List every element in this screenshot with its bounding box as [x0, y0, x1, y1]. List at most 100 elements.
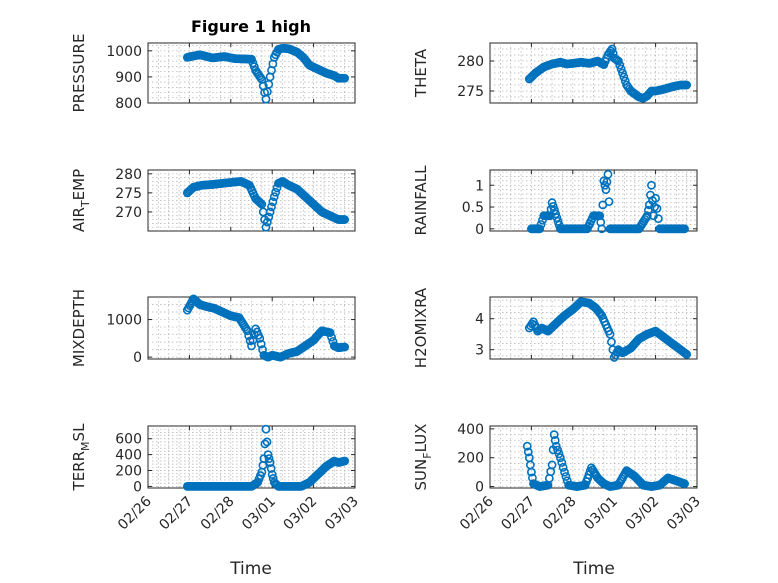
- subplot-mixdepth: 0 1000 MIXDEPTH: [70, 289, 356, 367]
- x-tick-label: 03/01: [581, 494, 621, 534]
- y-axis-label: TERRMSL: [70, 423, 92, 492]
- data-point: [550, 205, 559, 215]
- data-point: [264, 212, 274, 222]
- x-tick-label: 02/27: [498, 494, 538, 534]
- y-tick-label: 600: [115, 432, 142, 448]
- subplot-pressure: 800 900 1000 PRESSURE: [70, 34, 356, 113]
- data-point: [340, 215, 350, 224]
- data-point: [615, 60, 625, 70]
- data-point: [268, 197, 278, 207]
- subplot-sun_flux: 0 200 400 02/26 02/27 02/28 03/01 03/02 03/03 SUN…: [412, 422, 704, 533]
- y-axis-label: MIXDEPTH: [70, 289, 88, 367]
- y-tick-label: 0: [475, 222, 484, 238]
- data-point: [265, 458, 275, 467]
- subplot-air_temp: 270 275 280 AIRTEMP: [70, 167, 356, 232]
- data-point: [553, 216, 563, 226]
- data-point: [647, 180, 656, 190]
- y-tick-label: 0: [133, 479, 142, 495]
- data-point: [527, 467, 536, 477]
- x-axis-label-right: Time: [572, 559, 615, 579]
- x-tick-label: 03/02: [281, 494, 321, 534]
- data-point: [547, 198, 557, 208]
- y-tick-label: 3: [475, 343, 484, 359]
- data-point: [255, 333, 265, 343]
- data-point: [618, 68, 627, 78]
- data-point: [269, 192, 279, 202]
- data-point: [267, 470, 277, 479]
- data-point: [256, 198, 266, 208]
- data-point: [256, 339, 266, 349]
- y-axis-label: PRESSURE: [70, 34, 88, 113]
- data-point: [682, 349, 692, 359]
- y-tick-label: 280: [115, 167, 142, 183]
- data-point: [551, 441, 561, 451]
- x-tick-label: 03/03: [664, 494, 704, 534]
- y-tick-label: 275: [115, 186, 142, 202]
- y-tick-label: 0.5: [462, 200, 484, 216]
- x-tick-label: 03/01: [239, 494, 279, 534]
- y-axis-label: SUNFLUX: [412, 424, 434, 491]
- data-point: [561, 472, 571, 481]
- data-point: [325, 328, 335, 338]
- data-point: [340, 342, 350, 352]
- y-tick-label: 0: [475, 480, 484, 496]
- x-tick-label: 03/02: [623, 494, 663, 534]
- y-tick-label: 280: [457, 54, 484, 70]
- data-point: [557, 458, 567, 467]
- data-point: [613, 56, 623, 66]
- x-tick-label: 02/28: [540, 494, 580, 534]
- x-tick-label: 03/03: [322, 494, 362, 534]
- data-point: [260, 439, 270, 449]
- y-tick-label: 1000: [106, 313, 142, 329]
- data-point: [550, 436, 560, 445]
- y-axis-label: RAINFALL: [412, 165, 430, 236]
- data-point: [536, 220, 546, 229]
- data-point: [607, 44, 617, 54]
- data-point: [560, 467, 569, 477]
- data-point: [554, 449, 564, 459]
- y-tick-label: 275: [457, 84, 484, 100]
- data-point: [265, 207, 275, 217]
- data-point: [616, 64, 626, 74]
- y-tick-label: 800: [115, 96, 142, 112]
- data-point: [254, 197, 264, 207]
- data-point: [261, 424, 271, 434]
- y-axis-label: H2OMIXRA: [412, 287, 430, 368]
- x-tick-label: 02/26: [115, 493, 155, 533]
- y-tick-label: 1: [475, 178, 484, 194]
- data-point: [547, 460, 557, 470]
- data-point: [535, 224, 545, 234]
- data-point: [522, 441, 532, 451]
- data-point: [680, 479, 689, 489]
- data-point: [262, 437, 272, 447]
- x-tick-label: 02/26: [457, 493, 497, 533]
- y-tick-label: 200: [457, 451, 484, 467]
- y-tick-label: 200: [115, 464, 142, 480]
- y-tick-label: 900: [115, 70, 142, 86]
- data-point: [267, 202, 276, 212]
- data-point: [262, 217, 272, 227]
- data-point: [523, 447, 533, 457]
- data-point: [266, 464, 276, 473]
- data-point: [271, 187, 281, 197]
- data-point: [651, 193, 660, 203]
- data-point: [555, 453, 565, 463]
- y-tick-label: 400: [457, 422, 484, 438]
- data-point: [642, 211, 652, 221]
- data-point: [340, 73, 350, 83]
- x-tick-label: 02/28: [198, 494, 238, 534]
- data-point: [551, 209, 561, 219]
- data-point: [653, 214, 663, 224]
- y-tick-label: 0: [133, 350, 142, 366]
- subplot-rainfall: 0 0.5 1 RAINFALL: [412, 165, 698, 238]
- data-point: [553, 445, 563, 455]
- data-point: [548, 202, 558, 211]
- data-point: [596, 309, 605, 319]
- data-point: [340, 456, 350, 466]
- subplot-h2omixra: 3 4 H2OMIXRA: [412, 287, 698, 368]
- data-point: [603, 169, 613, 179]
- y-axis-label: THETA: [412, 48, 430, 98]
- data-point: [558, 462, 568, 472]
